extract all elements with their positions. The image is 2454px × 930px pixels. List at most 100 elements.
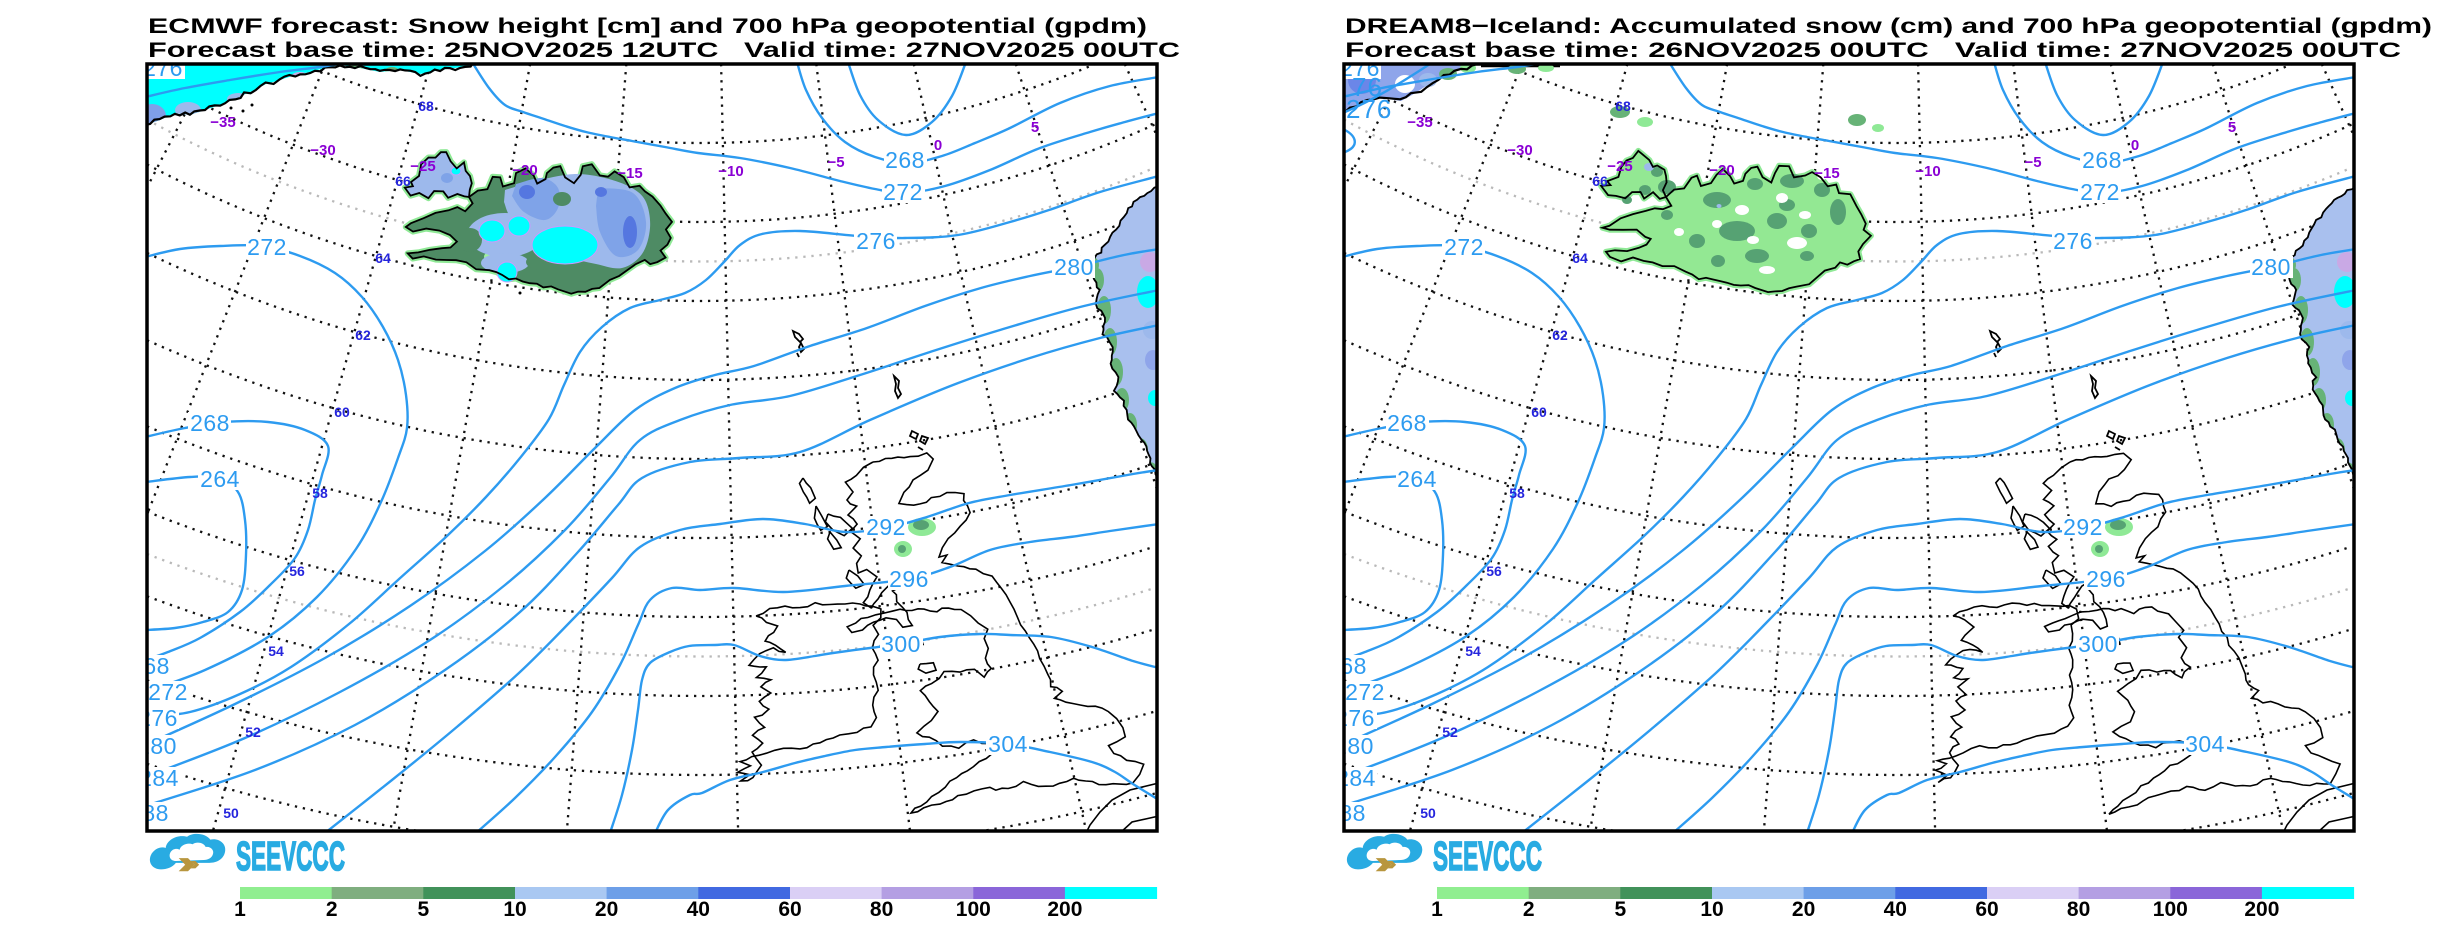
svg-text:56: 56 <box>1486 563 1502 579</box>
svg-text:66: 66 <box>395 173 411 189</box>
svg-text:−30: −30 <box>1507 142 1532 159</box>
svg-text:272: 272 <box>148 679 188 705</box>
svg-text:ECMWF forecast: Snow height [c: ECMWF forecast: Snow height [cm] and 700… <box>148 14 1147 38</box>
svg-text:272: 272 <box>1345 679 1385 705</box>
svg-text:54: 54 <box>268 643 284 659</box>
svg-text:20: 20 <box>1792 898 1815 921</box>
svg-text:80: 80 <box>2067 898 2090 921</box>
svg-text:−25: −25 <box>410 158 435 175</box>
svg-text:10: 10 <box>503 898 526 921</box>
svg-text:−15: −15 <box>617 165 642 182</box>
svg-text:−35: −35 <box>210 114 235 131</box>
svg-text:56: 56 <box>289 563 305 579</box>
svg-text:64: 64 <box>375 250 391 266</box>
svg-text:280: 280 <box>137 733 177 759</box>
svg-text:1: 1 <box>234 898 246 921</box>
svg-text:−5: −5 <box>827 154 844 171</box>
svg-text:272: 272 <box>2080 179 2120 205</box>
svg-text:100: 100 <box>956 898 991 921</box>
svg-text:−35: −35 <box>1407 114 1432 131</box>
svg-text:5: 5 <box>417 898 429 921</box>
svg-text:268: 268 <box>885 147 925 173</box>
svg-text:40: 40 <box>687 898 710 921</box>
svg-text:50: 50 <box>1420 805 1436 821</box>
svg-text:200: 200 <box>2244 898 2279 921</box>
svg-text:−20: −20 <box>512 162 537 179</box>
svg-text:68: 68 <box>418 98 434 114</box>
svg-text:60: 60 <box>1975 898 1998 921</box>
svg-text:276: 276 <box>2053 228 2093 254</box>
svg-text:50: 50 <box>223 805 239 821</box>
svg-text:296: 296 <box>889 566 929 592</box>
svg-text:62: 62 <box>1552 327 1568 343</box>
svg-text:264: 264 <box>1397 466 1437 492</box>
svg-text:200: 200 <box>1047 898 1082 921</box>
svg-text:272: 272 <box>1444 234 1484 260</box>
svg-text:0: 0 <box>934 137 942 154</box>
svg-text:20: 20 <box>595 898 618 921</box>
svg-text:SEEVCCC: SEEVCCC <box>1433 833 1542 879</box>
svg-text:SEEVCCC: SEEVCCC <box>236 833 345 879</box>
svg-text:300: 300 <box>2078 631 2118 657</box>
svg-text:68: 68 <box>1615 98 1631 114</box>
svg-text:5: 5 <box>1614 898 1626 921</box>
svg-text:10: 10 <box>1700 898 1723 921</box>
svg-text:64: 64 <box>1572 250 1588 266</box>
svg-text:284: 284 <box>1336 765 1376 791</box>
svg-text:292: 292 <box>866 514 906 540</box>
svg-text:272: 272 <box>247 234 287 260</box>
svg-text:276: 276 <box>138 705 178 731</box>
svg-text:300: 300 <box>881 631 921 657</box>
svg-text:2: 2 <box>326 898 338 921</box>
svg-text:62: 62 <box>355 327 371 343</box>
svg-text:264: 264 <box>200 466 240 492</box>
svg-text:268: 268 <box>2082 147 2122 173</box>
svg-text:52: 52 <box>1442 724 1458 740</box>
svg-text:80: 80 <box>870 898 893 921</box>
svg-text:276: 276 <box>1335 705 1375 731</box>
svg-text:288: 288 <box>129 800 169 826</box>
svg-text:DREAM8−Iceland: Accumulated sn: DREAM8−Iceland: Accumulated snow (cm) an… <box>1345 14 2432 38</box>
svg-text:292: 292 <box>2063 514 2103 540</box>
svg-text:2: 2 <box>1523 898 1535 921</box>
svg-text:−30: −30 <box>310 142 335 159</box>
svg-text:296: 296 <box>2086 566 2126 592</box>
svg-text:272: 272 <box>883 179 923 205</box>
svg-text:280: 280 <box>2251 254 2291 280</box>
svg-text:60: 60 <box>778 898 801 921</box>
svg-text:−15: −15 <box>1814 165 1839 182</box>
svg-text:Forecast base time: 25NOV2025: Forecast base time: 25NOV2025 12UTC Vali… <box>148 38 1180 62</box>
svg-text:−5: −5 <box>2024 154 2041 171</box>
svg-text:60: 60 <box>1531 404 1547 420</box>
svg-text:58: 58 <box>312 485 328 501</box>
svg-text:100: 100 <box>2153 898 2188 921</box>
svg-text:54: 54 <box>1465 643 1481 659</box>
svg-text:−25: −25 <box>1607 158 1632 175</box>
svg-text:280: 280 <box>1334 733 1374 759</box>
svg-text:66: 66 <box>1592 173 1608 189</box>
svg-text:268: 268 <box>1387 410 1427 436</box>
svg-text:284: 284 <box>139 765 179 791</box>
svg-text:268: 268 <box>190 410 230 436</box>
svg-text:268: 268 <box>130 653 170 679</box>
svg-text:0: 0 <box>2131 137 2139 154</box>
svg-text:Forecast base time: 26NOV2025: Forecast base time: 26NOV2025 00UTC Vali… <box>1345 38 2401 62</box>
svg-text:276: 276 <box>856 228 896 254</box>
svg-text:276: 276 <box>1340 55 1380 81</box>
svg-text:60: 60 <box>334 404 350 420</box>
svg-text:268: 268 <box>1327 653 1367 679</box>
svg-text:288: 288 <box>1326 800 1366 826</box>
svg-text:304: 304 <box>988 731 1028 757</box>
svg-text:5: 5 <box>2228 119 2236 136</box>
svg-text:304: 304 <box>2185 731 2225 757</box>
svg-text:5: 5 <box>1031 119 1039 136</box>
svg-text:−10: −10 <box>1915 163 1940 180</box>
svg-text:−20: −20 <box>1709 162 1734 179</box>
svg-text:52: 52 <box>245 724 261 740</box>
svg-text:40: 40 <box>1884 898 1907 921</box>
svg-text:276: 276 <box>143 55 183 81</box>
svg-text:58: 58 <box>1509 485 1525 501</box>
svg-text:280: 280 <box>1054 254 1094 280</box>
svg-text:−10: −10 <box>718 163 743 180</box>
svg-text:1: 1 <box>1431 898 1443 921</box>
